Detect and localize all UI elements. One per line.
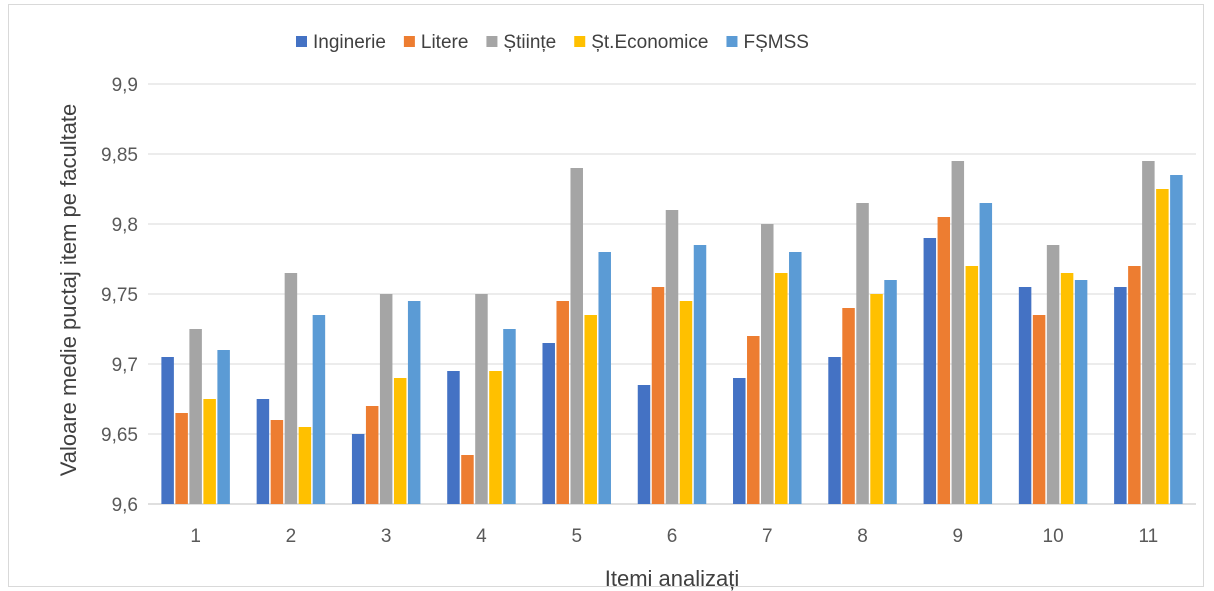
bar bbox=[679, 301, 693, 504]
legend-swatch bbox=[296, 36, 307, 47]
y-tick-label: 9,85 bbox=[101, 145, 138, 166]
bar bbox=[733, 378, 746, 504]
bar bbox=[693, 245, 707, 504]
bar bbox=[556, 301, 569, 504]
bar bbox=[1074, 280, 1088, 504]
bar bbox=[1018, 287, 1032, 504]
legend: Inginerie Litere Științe Șt.Economice FȘMSS bbox=[296, 32, 809, 53]
legend-swatch bbox=[726, 36, 738, 47]
legend-label: Inginerie bbox=[313, 32, 386, 53]
y-tick-label: 9,6 bbox=[112, 495, 138, 516]
y-tick-label: 9,7 bbox=[112, 355, 138, 376]
bars bbox=[161, 161, 1183, 504]
bar bbox=[461, 455, 474, 504]
x-tick-label: 10 bbox=[1043, 526, 1064, 547]
bar bbox=[884, 280, 897, 504]
bar bbox=[598, 252, 611, 504]
x-tick-label: 1 bbox=[190, 526, 201, 547]
bar bbox=[665, 210, 679, 504]
bar bbox=[270, 420, 284, 504]
x-tick-label: 7 bbox=[762, 526, 773, 547]
x-tick-label: 11 bbox=[1138, 526, 1158, 547]
bar bbox=[842, 308, 855, 504]
bar bbox=[475, 294, 488, 504]
bar bbox=[775, 273, 788, 504]
bar bbox=[256, 399, 270, 504]
bar bbox=[542, 343, 555, 504]
bar bbox=[965, 266, 979, 504]
bar bbox=[503, 329, 516, 504]
x-axis-title: Itemi analizați bbox=[605, 566, 740, 591]
bar bbox=[393, 378, 407, 504]
bar bbox=[189, 329, 202, 504]
x-tick-label: 5 bbox=[571, 526, 582, 547]
bar bbox=[365, 406, 379, 504]
bar bbox=[761, 224, 774, 504]
x-tick-label: 9 bbox=[953, 526, 964, 547]
y-tick-label: 9,75 bbox=[101, 285, 138, 306]
bar bbox=[979, 203, 993, 504]
y-tick-label: 9,8 bbox=[112, 215, 138, 236]
bar bbox=[789, 252, 802, 504]
bar bbox=[379, 294, 393, 504]
legend-label: Științe bbox=[503, 32, 556, 53]
legend-label: Șt.Economice bbox=[591, 32, 708, 53]
bar bbox=[1114, 287, 1127, 504]
bar bbox=[1032, 315, 1046, 504]
bar bbox=[951, 161, 965, 504]
legend-swatch bbox=[403, 36, 415, 47]
bar bbox=[217, 350, 230, 504]
bar bbox=[870, 294, 883, 504]
bar bbox=[937, 217, 951, 504]
legend-swatch bbox=[574, 36, 586, 47]
x-tick-labels: 1 2 3 4 5 6 7 8 9 10 11 bbox=[190, 526, 1158, 547]
bar bbox=[447, 371, 460, 504]
bar bbox=[1060, 273, 1074, 504]
bar bbox=[828, 357, 841, 504]
bar bbox=[747, 336, 760, 504]
bar bbox=[1156, 189, 1169, 504]
legend-label: Litere bbox=[421, 32, 469, 53]
bar bbox=[407, 301, 421, 504]
bar bbox=[312, 315, 326, 504]
x-tick-label: 6 bbox=[667, 526, 678, 547]
bar bbox=[856, 203, 869, 504]
bar bbox=[489, 371, 502, 504]
bar bbox=[161, 357, 174, 504]
y-tick-label: 9,65 bbox=[101, 425, 138, 446]
bar bbox=[175, 413, 188, 504]
bar bbox=[203, 399, 216, 504]
y-tick-label: 9,9 bbox=[112, 75, 138, 96]
bar bbox=[637, 385, 651, 504]
legend-label: FȘMSS bbox=[743, 32, 808, 53]
x-tick-label: 2 bbox=[286, 526, 297, 547]
bar bbox=[1046, 245, 1060, 504]
bar bbox=[298, 427, 312, 504]
bar bbox=[1128, 266, 1141, 504]
bar bbox=[351, 434, 365, 504]
x-tick-label: 8 bbox=[857, 526, 868, 547]
bar bbox=[1170, 175, 1183, 504]
bar bbox=[923, 238, 937, 504]
y-axis-title: Valoare medie puctaj item pe facultate bbox=[56, 104, 81, 477]
bar bbox=[1142, 161, 1155, 504]
bar bbox=[284, 273, 298, 504]
y-tick-labels: 9,6 9,65 9,7 9,75 9,8 9,85 9,9 bbox=[101, 75, 138, 516]
x-tick-label: 4 bbox=[476, 526, 487, 547]
bar bbox=[584, 315, 597, 504]
bar bbox=[570, 168, 583, 504]
x-tick-label: 3 bbox=[381, 526, 392, 547]
legend-swatch bbox=[486, 36, 498, 47]
bar bbox=[651, 287, 665, 504]
